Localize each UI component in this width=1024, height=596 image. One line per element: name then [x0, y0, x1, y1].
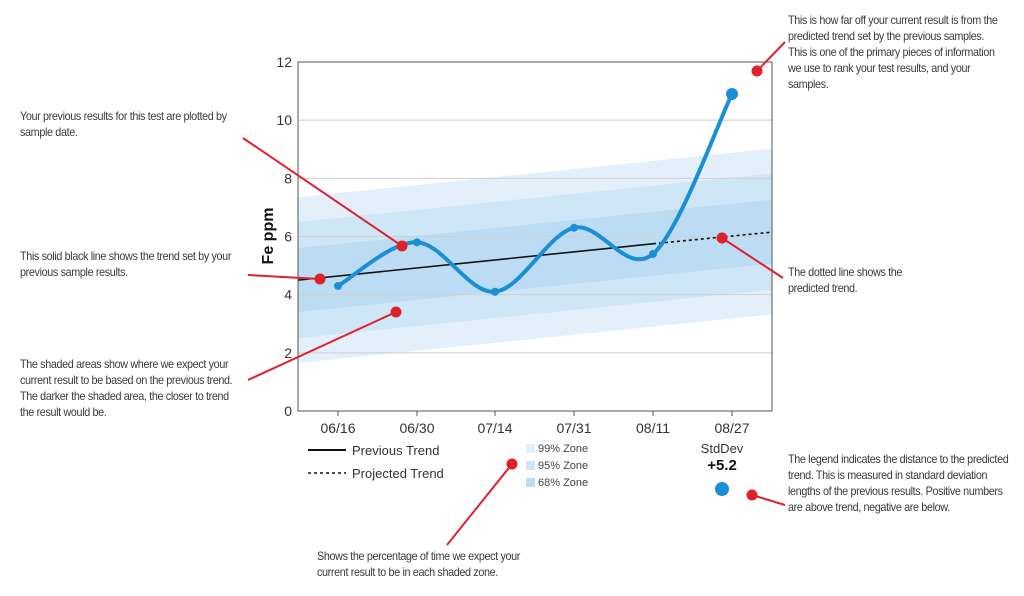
x-tick-label: 08/27 [714, 420, 749, 436]
x-tick-label: 07/31 [556, 420, 591, 436]
note-dotted: The dotted line shows the predicted tren… [788, 265, 903, 295]
y-tick-label: 8 [284, 170, 292, 186]
data-point-07-31 [570, 223, 578, 232]
y-tick-label: 12 [276, 54, 292, 70]
stddev-dot [715, 482, 729, 496]
zone-95-swatch [526, 461, 535, 470]
callout-dot-dotted [716, 232, 728, 244]
axes: 0 2 4 6 8 10 12 06/16 06/30 07/14 07/31 08/11 08/27 [276, 54, 773, 436]
callout-line-percentage [446, 463, 513, 546]
data-point-06-30 [413, 238, 421, 247]
y-tick-label: 2 [284, 345, 292, 361]
callout-dot-percentage [506, 458, 518, 470]
projected-trend-line [652, 231, 773, 245]
y-tick-label: 0 [284, 403, 292, 419]
callouts [242, 41, 786, 546]
callout-line-plotted [242, 137, 403, 247]
plot-frame [297, 61, 773, 412]
stddev-value: +5.2 [707, 457, 737, 474]
zone-68-label: 68% Zone [538, 477, 588, 489]
callout-line-dotted [721, 237, 784, 279]
y-tick-label: 6 [284, 229, 292, 245]
note-solid-line: This solid black line shows the trend se… [20, 249, 232, 279]
callout-dot-how-far [751, 65, 763, 77]
data-series [334, 87, 738, 296]
zone-95-label: 95% Zone [538, 460, 588, 472]
x-tick-label: 07/14 [477, 420, 512, 436]
note-shaded: The shaded areas show where we expect yo… [20, 357, 233, 419]
x-tick-label: 06/30 [399, 420, 434, 436]
note-how-far: This is how far off your current result … [788, 13, 998, 91]
callout-dot-plotted [396, 240, 408, 252]
x-tick-label: 08/11 [636, 420, 670, 436]
callout-dot-solid [314, 273, 326, 285]
callout-line-shaded [247, 311, 397, 381]
y-tick-label: 4 [284, 287, 292, 303]
callout-dot-shaded [390, 306, 402, 318]
callout-line-legend [751, 494, 786, 506]
note-legend: The legend indicates the distance to the… [788, 452, 1009, 514]
legend: Previous Trend Projected Trend 99% Zone … [308, 441, 744, 496]
callout-line-solid [247, 274, 321, 280]
stddev-label: StdDev [701, 441, 744, 456]
zone-99-swatch [526, 444, 535, 453]
zone-68-swatch [526, 478, 535, 487]
legend-previous-label: Previous Trend [352, 443, 439, 458]
legend-projected-label: Projected Trend [352, 466, 444, 481]
data-point-08-11 [649, 249, 657, 258]
data-point-08-27 [726, 87, 738, 100]
y-axis-label: Fe ppm [260, 208, 277, 265]
callout-line-how-far [756, 41, 786, 72]
data-point-07-14 [491, 287, 499, 296]
note-plotted: Your previous results for this test are … [20, 109, 227, 139]
y-tick-label: 10 [276, 112, 292, 128]
callout-dot-legend [746, 489, 758, 501]
note-percentage: Shows the percentage of time we expect y… [317, 549, 521, 579]
zone-99-label: 99% Zone [538, 443, 588, 455]
x-tick-label: 06/16 [320, 420, 355, 436]
data-point-06-16 [334, 281, 342, 290]
